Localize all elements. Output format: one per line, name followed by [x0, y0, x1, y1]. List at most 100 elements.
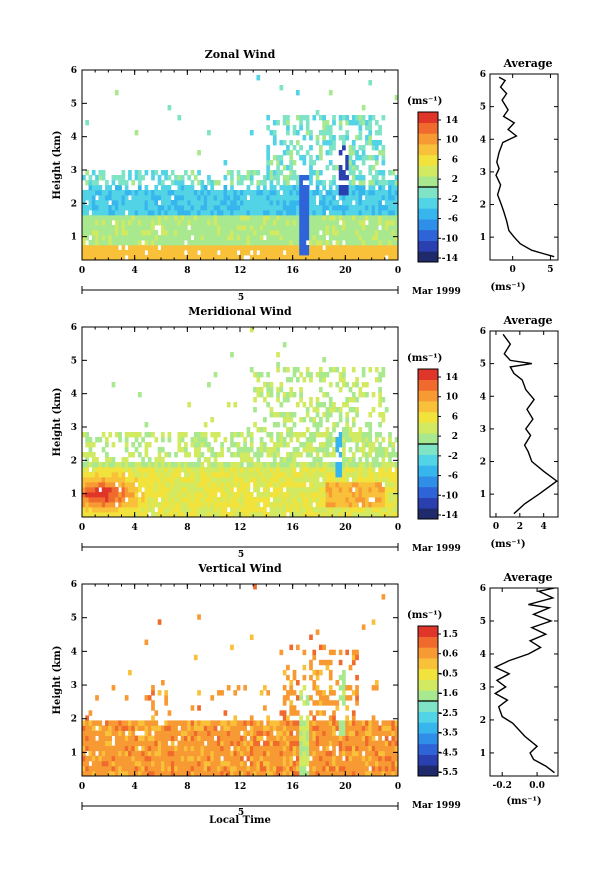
heatmap-cell — [319, 760, 323, 767]
heatmap-cell — [157, 447, 162, 453]
heatmap-cell — [137, 512, 142, 518]
heatmap-cell — [240, 512, 244, 518]
heatmap-cell — [98, 210, 103, 216]
colorbar-swatch — [418, 701, 438, 713]
heatmap-cell — [118, 497, 122, 503]
heatmap-cell — [85, 210, 89, 216]
heatmap-cell — [233, 730, 238, 736]
heatmap-cell — [180, 770, 185, 777]
heatmap-cell — [319, 644, 323, 651]
heatmap-cell — [302, 432, 307, 438]
heatmap-cell — [305, 447, 310, 453]
heatmap-cell — [309, 745, 313, 752]
heatmap-cell — [342, 200, 346, 206]
heatmap-cell — [240, 180, 244, 186]
heatmap-cell — [154, 502, 159, 508]
heatmap-cell — [256, 760, 261, 767]
heatmap-cell — [210, 512, 215, 518]
heatmap-cell — [332, 215, 336, 221]
heatmap-cell — [361, 200, 366, 206]
heatmap-cell — [98, 720, 103, 726]
heatmap-cell — [289, 507, 294, 513]
heatmap-cell — [328, 402, 333, 408]
heatmap-cell — [98, 240, 103, 246]
heatmap-cell — [85, 230, 89, 236]
heatmap-cell — [322, 700, 326, 706]
heatmap-cell — [305, 130, 310, 136]
heatmap-cell — [141, 472, 145, 478]
heatmap-cell — [305, 372, 310, 378]
heatmap-cell — [226, 230, 231, 236]
heatmap-cell — [319, 155, 323, 161]
heatmap-cell — [263, 487, 267, 493]
heatmap-cell — [309, 250, 313, 256]
heatmap-cell — [190, 730, 195, 736]
heatmap-cell — [190, 477, 195, 483]
heatmap-cell — [193, 437, 198, 443]
heatmap-cell — [131, 452, 136, 458]
heatmap-cell — [203, 770, 208, 777]
x-tick-label: 0 — [395, 523, 401, 533]
heatmap-cell — [388, 467, 392, 473]
heatmap-cell — [207, 502, 211, 508]
heatmap-cell — [154, 170, 159, 176]
heatmap-cell — [203, 497, 208, 503]
heatmap-cell — [378, 402, 382, 408]
heatmap-cell — [263, 705, 267, 711]
heatmap-cell — [95, 180, 99, 186]
heatmap-cell — [249, 750, 254, 757]
heatmap-cell — [128, 215, 132, 221]
heatmap-cell — [358, 432, 363, 438]
heatmap-cell — [95, 770, 99, 777]
heatmap-cell — [213, 180, 218, 186]
heatmap-cell — [269, 765, 274, 772]
heatmap-cell — [243, 730, 247, 736]
heatmap-cell — [236, 462, 241, 468]
heatmap-cell — [114, 720, 119, 726]
heatmap-cell — [190, 760, 195, 767]
heatmap-cell — [161, 730, 165, 736]
heatmap-cell — [85, 760, 89, 767]
heatmap-cell — [190, 200, 195, 206]
heatmap-cell — [249, 715, 254, 721]
heatmap-cell — [342, 135, 346, 141]
heatmap-cell — [325, 225, 330, 231]
heatmap-cell — [394, 720, 399, 726]
heatmap-cell — [184, 452, 188, 458]
heatmap-cell — [85, 170, 89, 176]
heatmap-cell — [295, 115, 300, 121]
heatmap-cell — [365, 135, 369, 141]
heatmap-cell — [368, 487, 373, 493]
heatmap-cell — [335, 165, 340, 171]
heatmap-cell — [210, 230, 215, 236]
heatmap-cell — [170, 507, 175, 513]
heatmap-cell — [144, 730, 149, 736]
heatmap-cell — [170, 735, 175, 742]
heatmap-cell — [174, 720, 178, 726]
heatmap-cell — [154, 457, 159, 463]
heatmap-cell — [345, 720, 350, 726]
y-tick-label: 4 — [71, 133, 77, 143]
heatmap-cell — [371, 235, 376, 241]
heatmap-cell — [279, 205, 284, 211]
heatmap-cell — [193, 230, 198, 236]
heatmap-cell — [272, 467, 277, 473]
heatmap-cell — [272, 255, 277, 261]
heatmap-cell — [335, 220, 340, 226]
heatmap-cell — [190, 720, 195, 726]
heatmap-cell — [180, 765, 185, 772]
heatmap-cell — [338, 210, 343, 216]
heatmap-cell — [220, 220, 224, 226]
heatmap-cell — [253, 235, 257, 241]
heatmap-cell — [184, 447, 188, 453]
heatmap-cell — [388, 502, 392, 508]
profile-unit: (ms⁻¹) — [490, 539, 525, 550]
heatmap-cell — [272, 457, 277, 463]
heatmap-cell — [174, 220, 178, 226]
heatmap-cell — [105, 770, 109, 777]
date-label: 5 — [238, 808, 244, 818]
heatmap-cell — [246, 482, 251, 488]
heatmap-cell — [342, 115, 346, 121]
heatmap-cell — [299, 200, 303, 206]
heatmap-cell — [114, 497, 119, 503]
